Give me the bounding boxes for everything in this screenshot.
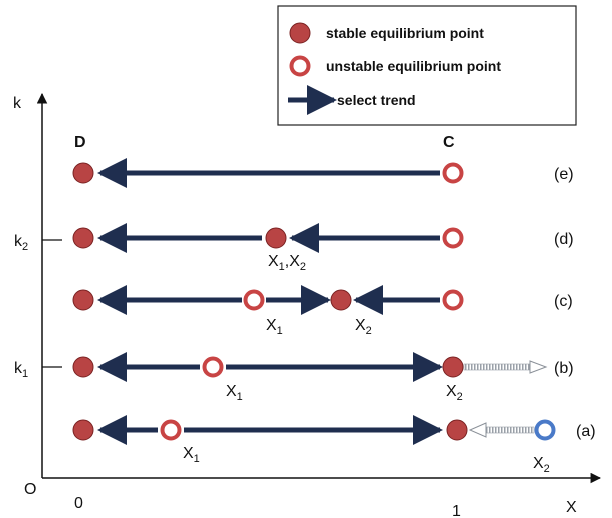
unstable-point-C	[442, 227, 464, 249]
stable-point-C	[446, 419, 468, 441]
stable-point-D	[72, 289, 94, 311]
stable-point-D	[72, 419, 94, 441]
y-axis-label: k	[13, 95, 22, 112]
corner-label-C: C	[443, 134, 455, 151]
row-a: X1 X2 (a)	[72, 415, 596, 475]
inward-trend-head	[468, 422, 487, 438]
point-label-X2: X2	[355, 317, 372, 337]
point-label-X2: X2	[533, 455, 550, 475]
legend-trend-label: select trend	[337, 92, 416, 108]
point-label-X1-X2: X1,X2	[268, 253, 306, 273]
unstable-point-X1	[243, 289, 265, 311]
stable-point-D	[72, 356, 94, 378]
stable-point-D	[72, 227, 94, 249]
x-tick-1: 1	[452, 503, 461, 518]
y-tick-k1: k1	[14, 360, 28, 380]
stable-point-X2	[330, 289, 352, 311]
unstable-point-C	[442, 289, 464, 311]
row-d: X1,X2 (d)	[72, 223, 574, 273]
unstable-point-X1	[202, 356, 224, 378]
x-tick-0: 0	[74, 495, 83, 512]
stable-point-D	[72, 162, 94, 184]
legend-stable-marker	[289, 22, 311, 44]
legend: stable equilibrium point unstable equili…	[277, 5, 577, 126]
row-a-label: (a)	[576, 423, 596, 440]
unstable-point-X1	[160, 419, 182, 441]
point-label-X1: X1	[183, 445, 200, 465]
legend-unstable-label: unstable equilibrium point	[326, 58, 501, 74]
stable-point-X1-X2	[265, 227, 287, 249]
point-label-X1: X1	[266, 317, 283, 337]
row-b: X1 X2 (b)	[72, 352, 574, 403]
point-label-X2: X2	[446, 383, 463, 403]
row-e: (e)	[72, 158, 574, 188]
legend-stable-label: stable equilibrium point	[326, 25, 484, 41]
point-label-X1: X1	[226, 383, 243, 403]
row-c: X1 X2 (c)	[72, 285, 573, 337]
row-c-label: (c)	[554, 293, 573, 310]
corner-label-D: D	[74, 134, 86, 151]
y-tick-k2: k2	[14, 233, 28, 253]
row-e-label: (e)	[554, 166, 574, 183]
stable-point-X2	[442, 356, 464, 378]
row-b-label: (b)	[554, 360, 574, 377]
origin-label: O	[24, 481, 36, 498]
unstable-point-X2	[534, 419, 556, 441]
outward-trend-head	[529, 360, 548, 374]
legend-unstable-marker	[289, 55, 311, 77]
inward-trend-shaft	[485, 426, 535, 434]
x-axis-label: X	[566, 499, 577, 516]
outward-trend-shaft	[463, 363, 531, 371]
row-d-label: (d)	[554, 231, 574, 248]
unstable-point-C	[442, 162, 464, 184]
axes: k X O 0 1 k2 k1 D C	[13, 92, 602, 518]
